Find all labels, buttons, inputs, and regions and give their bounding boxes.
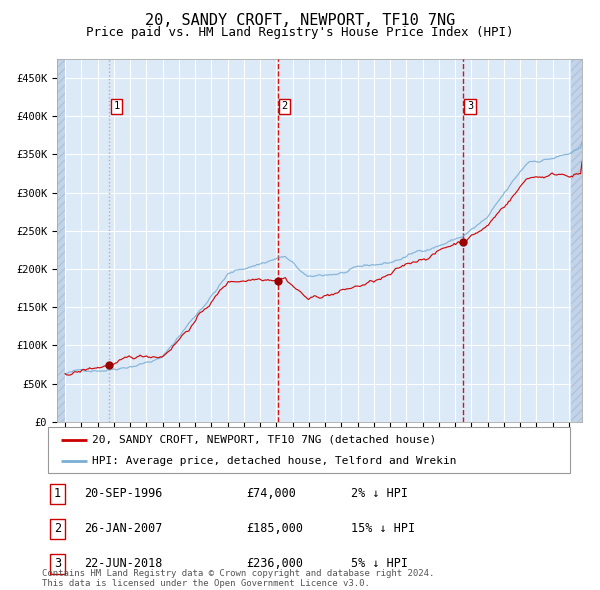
Bar <box>571 59 582 422</box>
Text: 2: 2 <box>54 522 61 535</box>
Text: 3: 3 <box>467 101 473 111</box>
Text: 20, SANDY CROFT, NEWPORT, TF10 7NG: 20, SANDY CROFT, NEWPORT, TF10 7NG <box>145 13 455 28</box>
Text: 20, SANDY CROFT, NEWPORT, TF10 7NG (detached house): 20, SANDY CROFT, NEWPORT, TF10 7NG (deta… <box>92 435 437 445</box>
Text: 3: 3 <box>54 557 61 570</box>
Text: HPI: Average price, detached house, Telford and Wrekin: HPI: Average price, detached house, Telf… <box>92 455 457 466</box>
Text: 2: 2 <box>281 101 288 111</box>
FancyBboxPatch shape <box>48 427 570 473</box>
Text: 2% ↓ HPI: 2% ↓ HPI <box>351 487 408 500</box>
Bar <box>57 59 65 422</box>
Text: 1: 1 <box>113 101 119 111</box>
Text: 15% ↓ HPI: 15% ↓ HPI <box>351 522 415 535</box>
Text: 1: 1 <box>54 487 61 500</box>
Text: 20-SEP-1996: 20-SEP-1996 <box>85 487 163 500</box>
Text: 22-JUN-2018: 22-JUN-2018 <box>85 557 163 570</box>
Text: 5% ↓ HPI: 5% ↓ HPI <box>351 557 408 570</box>
Text: 26-JAN-2007: 26-JAN-2007 <box>85 522 163 535</box>
Text: £236,000: £236,000 <box>247 557 304 570</box>
Text: Price paid vs. HM Land Registry's House Price Index (HPI): Price paid vs. HM Land Registry's House … <box>86 26 514 39</box>
Text: £185,000: £185,000 <box>247 522 304 535</box>
Text: Contains HM Land Registry data © Crown copyright and database right 2024.
This d: Contains HM Land Registry data © Crown c… <box>42 569 434 588</box>
Text: £74,000: £74,000 <box>247 487 296 500</box>
